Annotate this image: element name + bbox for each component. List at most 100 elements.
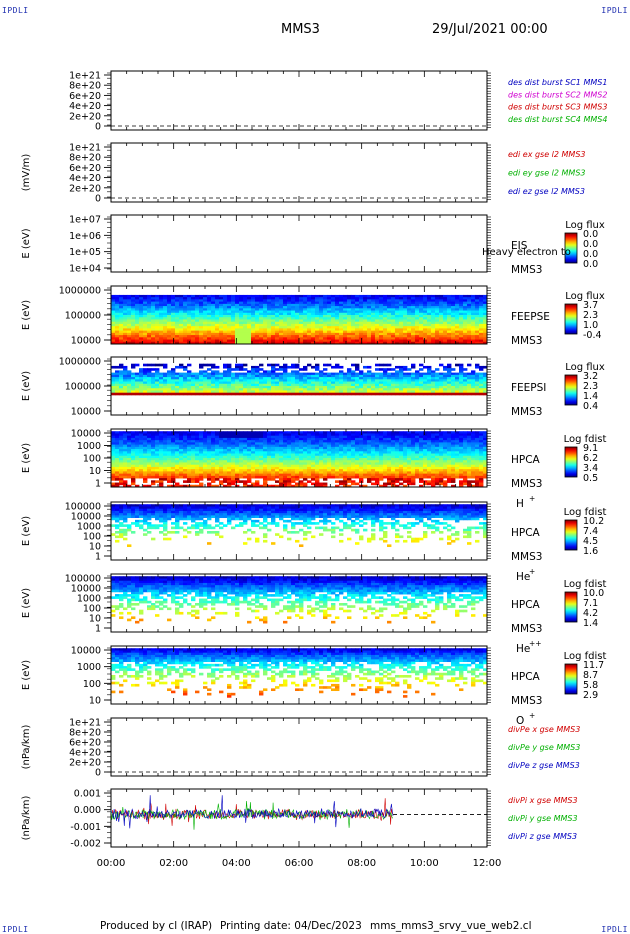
heatmap-cell <box>139 372 144 376</box>
heatmap-cell <box>303 317 308 320</box>
heatmap-cell <box>167 449 172 452</box>
heatmap-cell <box>115 301 120 305</box>
heatmap-cell <box>171 478 176 481</box>
heatmap-cell <box>267 319 272 323</box>
heatmap-cell <box>287 308 292 311</box>
heatmap-cell <box>307 317 312 320</box>
heatmap-cell <box>151 374 156 378</box>
heatmap-cell <box>387 310 392 314</box>
heatmap-cell <box>139 310 144 314</box>
heatmap-cell <box>191 374 196 378</box>
heatmap-cell <box>155 453 160 457</box>
heatmap-cell <box>211 377 216 380</box>
heatmap-cell <box>231 321 236 325</box>
heatmap-cell <box>255 315 260 318</box>
heatmap-cell <box>315 449 320 452</box>
heatmap-cell <box>347 312 352 316</box>
heatmap-cell <box>127 431 132 434</box>
heatmap-cell <box>283 297 288 300</box>
heatmap-cell <box>351 294 356 298</box>
heatmap-cell <box>271 464 276 468</box>
heatmap-cell <box>151 433 156 437</box>
heatmap-cell <box>199 312 204 316</box>
heatmap-cell <box>319 319 324 323</box>
heatmap-cell <box>231 469 236 472</box>
heatmap-cell <box>211 440 216 443</box>
heatmap-cell <box>299 473 304 477</box>
y-tick-label-feepsi: 1000000 <box>59 357 101 368</box>
heatmap-cell <box>287 431 292 434</box>
heatmap-cell <box>271 312 276 316</box>
heatmap-cell <box>279 337 284 340</box>
heatmap-cell <box>399 374 404 378</box>
heatmap-cell <box>307 431 312 434</box>
heatmap-cell <box>263 323 268 327</box>
heatmap-cell <box>355 335 360 338</box>
heatmap-cell <box>447 301 452 305</box>
heatmap-cell <box>179 392 184 396</box>
heatmap-cell <box>159 478 164 481</box>
heatmap-cell <box>131 466 136 470</box>
heatmap-cell <box>399 392 404 396</box>
heatmap-cell <box>163 451 168 454</box>
heatmap-cell <box>419 308 424 311</box>
heatmap-cell <box>343 328 348 332</box>
heatmap-cell <box>255 460 260 463</box>
heatmap-cell <box>383 301 388 305</box>
heatmap-cell <box>175 431 180 434</box>
heatmap-cell <box>451 321 456 325</box>
heatmap-cell <box>171 469 176 472</box>
heatmap-cell <box>319 330 324 334</box>
heatmap-cell <box>303 379 308 382</box>
heatmap-cell <box>363 381 368 385</box>
heatmap-cell <box>271 310 276 314</box>
heatmap-cell <box>323 368 328 371</box>
heatmap-cell <box>191 303 196 307</box>
heatmap-cell <box>123 386 128 389</box>
heatmap-cell <box>231 455 236 459</box>
heatmap-cell <box>403 381 408 385</box>
heatmap-cell <box>123 392 128 396</box>
heatmap-cell <box>263 341 268 345</box>
heatmap-cell <box>171 294 176 298</box>
heatmap-cell <box>387 388 392 391</box>
heatmap-cell <box>415 317 420 320</box>
heatmap-cell <box>267 475 272 479</box>
heatmap-cell <box>227 379 232 382</box>
heatmap-cell <box>263 460 268 463</box>
heatmap-cell <box>135 339 140 343</box>
heatmap-cell <box>211 473 216 477</box>
heatmap-cell <box>443 368 448 371</box>
heatmap-cell <box>283 433 288 437</box>
heatmap-cell <box>291 484 296 488</box>
heatmap-cell <box>355 363 360 367</box>
heatmap-cell <box>427 299 432 303</box>
heatmap-cell <box>387 317 392 320</box>
heatmap-cell <box>395 303 400 307</box>
heatmap-cell <box>215 321 220 325</box>
heatmap-cell <box>387 301 392 305</box>
heatmap-cell <box>295 306 300 309</box>
heatmap-cell <box>159 335 164 338</box>
heatmap-cell <box>299 299 304 303</box>
heatmap-cell <box>179 337 184 340</box>
heatmap-cell <box>207 475 212 479</box>
heatmap-cell <box>143 478 148 481</box>
heatmap-cell <box>187 301 192 305</box>
heatmap-cell <box>111 312 116 316</box>
heatmap-cell <box>199 339 204 343</box>
heatmap-cell <box>155 312 160 316</box>
heatmap-cell <box>199 306 204 309</box>
heatmap-cell <box>319 440 324 443</box>
heatmap-cell <box>467 315 472 318</box>
heatmap-cell <box>475 317 480 320</box>
heatmap-cell <box>211 433 216 437</box>
heatmap-cell <box>459 374 464 378</box>
heatmap-cell <box>175 328 180 332</box>
heatmap-cell <box>291 374 296 378</box>
heatmap-cell <box>435 330 440 334</box>
heatmap-cell <box>383 317 388 320</box>
colorbar-tick-feepse: 1.0 <box>583 320 598 331</box>
colorbar-tick-feepsi: 0.4 <box>583 401 598 412</box>
heatmap-cell <box>271 469 276 472</box>
